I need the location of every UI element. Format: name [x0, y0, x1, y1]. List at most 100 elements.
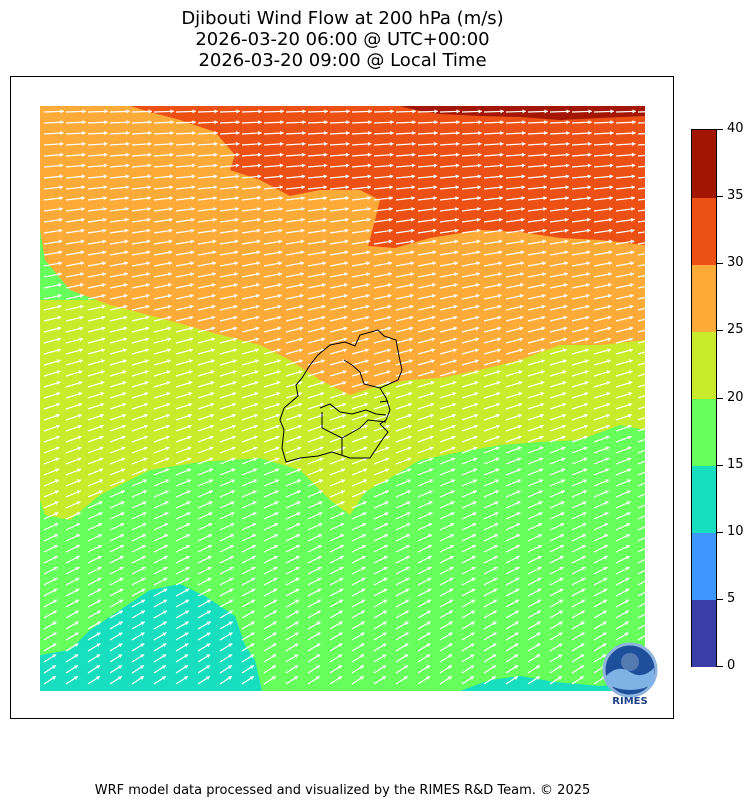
- wind-vector: [637, 547, 645, 553]
- wind-vector-head: [653, 185, 657, 189]
- wind-vector-head: [427, 577, 432, 582]
- wind-vector-head: [382, 621, 387, 626]
- wind-vector-head: [409, 326, 414, 331]
- wind-vector-head: [254, 391, 259, 396]
- wind-vector-head: [648, 512, 652, 516]
- wind-vector-head: [582, 501, 587, 505]
- wind-vector-head: [410, 250, 415, 255]
- wind-vector-head: [252, 501, 257, 505]
- wind-vector-head: [538, 501, 543, 505]
- wind-vector-head: [340, 501, 345, 505]
- wind-vector-head: [365, 283, 370, 288]
- wind-vector-head: [630, 261, 635, 266]
- wind-vector-head: [630, 217, 635, 222]
- wind-vector-head: [208, 490, 213, 495]
- wind-vector-head: [405, 544, 410, 549]
- wind-vector-head: [57, 315, 62, 320]
- wind-vector-head: [321, 293, 326, 298]
- wind-vector-head: [563, 304, 568, 309]
- wind-vector-head: [498, 272, 502, 277]
- wind-vector-head: [231, 457, 236, 462]
- wind-vector-head: [301, 163, 306, 168]
- wind-vector-head: [367, 185, 372, 190]
- wind-vector-head: [163, 544, 168, 549]
- wind-vector-head: [148, 109, 152, 114]
- wind-vector-head: [500, 131, 504, 136]
- wind-vector-head: [495, 413, 500, 418]
- wind-vector-head: [384, 490, 389, 495]
- wind-vector-head: [561, 446, 566, 451]
- wind-vector-head: [499, 185, 504, 190]
- wind-vector-head: [430, 402, 435, 407]
- wind-vector-head: [81, 196, 85, 201]
- wind-vector-head: [558, 643, 563, 648]
- wind-vector-head: [103, 152, 108, 157]
- wind-vector-head: [315, 676, 320, 680]
- wind-vector-head: [387, 293, 392, 298]
- wind-vector-head: [76, 512, 81, 516]
- wind-vector-head: [323, 152, 328, 157]
- wind-vector-head: [409, 304, 414, 309]
- wind-vector-head: [75, 566, 80, 571]
- wind-vector-head: [163, 599, 168, 604]
- wind-vector-head: [249, 676, 254, 680]
- wind-vector-head: [627, 424, 632, 429]
- wind-vector-head: [427, 555, 432, 560]
- wind-vector-head: [76, 490, 81, 495]
- wind-vector-head: [257, 141, 262, 146]
- wind-vector-head: [496, 402, 501, 407]
- wind-vector-head: [563, 326, 568, 331]
- wind-vector-head: [188, 359, 193, 364]
- wind-vector-head: [252, 512, 257, 516]
- wind-vector-head: [476, 272, 480, 277]
- wind-vector-head: [606, 381, 611, 386]
- wind-vector-head: [298, 370, 303, 375]
- wind-vector-head: [448, 621, 453, 626]
- wind-vector-head: [429, 446, 434, 451]
- wind-vector-head: [169, 185, 174, 190]
- wind-vector-head: [583, 435, 588, 440]
- wind-vector-head: [276, 402, 281, 407]
- wind-vector-head: [433, 174, 438, 179]
- wind-vector-head: [214, 109, 218, 114]
- wind-vector-head: [234, 228, 239, 233]
- wind-vector-head: [521, 141, 526, 146]
- wind-vector-head: [119, 588, 124, 593]
- wind-vector-head: [169, 196, 173, 201]
- wind-vector-head: [81, 152, 86, 157]
- wind-vector-head: [104, 131, 108, 136]
- wind-vector-head: [472, 479, 477, 484]
- wind-vector-head: [277, 348, 281, 353]
- wind-vector-head: [360, 654, 365, 659]
- wind-vector-head: [363, 435, 368, 440]
- wind-vector-head: [629, 337, 634, 342]
- wind-vector-head: [279, 163, 284, 168]
- wind-vector-head: [340, 479, 345, 484]
- wind-vector-head: [429, 413, 434, 418]
- wind-vector-head: [451, 435, 456, 440]
- wind-vector-head: [255, 293, 260, 298]
- wind-vector-head: [588, 120, 592, 125]
- wind-vector-head: [145, 337, 150, 342]
- wind-vector-head: [212, 250, 217, 255]
- wind-vector-head: [654, 120, 658, 124]
- wind-vector-head: [100, 381, 105, 386]
- wind-vector-head: [255, 283, 260, 288]
- wind-vector-head: [346, 109, 350, 114]
- wind-vector-head: [609, 196, 613, 201]
- wind-vector-head: [123, 293, 128, 298]
- wind-vector-head: [299, 337, 304, 342]
- wind-vector-head: [557, 665, 562, 670]
- wind-vector-head: [77, 435, 82, 440]
- wind-vector: [637, 329, 645, 333]
- wind-vector-head: [517, 446, 522, 451]
- wind-vector-head: [431, 304, 436, 309]
- wind-vector-head: [389, 163, 394, 168]
- wind-vector-head: [323, 206, 327, 212]
- wind-vector-head: [408, 391, 413, 396]
- wind-vector-head: [299, 293, 304, 298]
- wind-vector-head: [585, 293, 590, 298]
- wind-vector-head: [388, 228, 393, 233]
- wind-vector-head: [652, 283, 656, 287]
- wind-vector-head: [54, 490, 59, 495]
